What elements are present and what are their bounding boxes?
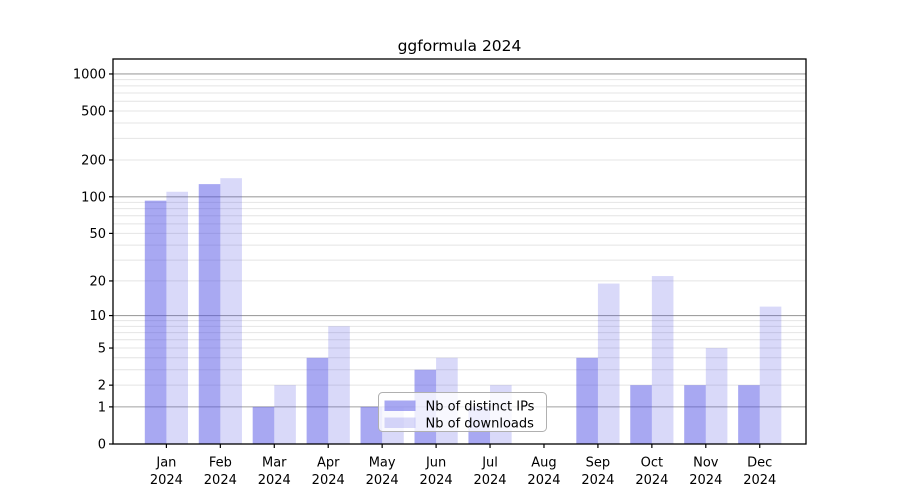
x-tick-label-month: Feb	[209, 456, 232, 471]
bar-downloads	[328, 326, 350, 444]
x-tick-label-year: 2024	[204, 473, 237, 488]
bar-distinct-ips	[684, 385, 706, 444]
x-tick-label-year: 2024	[366, 473, 399, 488]
bar-distinct-ips	[738, 385, 760, 444]
y-tick-label: 0	[98, 438, 106, 453]
x-tick-label-month: Dec	[747, 456, 772, 471]
bar-downloads	[220, 178, 242, 444]
bar-distinct-ips	[252, 406, 275, 444]
bar-distinct-ips	[630, 385, 652, 444]
y-tick-label: 500	[81, 105, 106, 120]
x-tick-label-year: 2024	[312, 473, 345, 488]
y-tick-label: 20	[89, 274, 106, 289]
y-tick-label: 10	[89, 309, 106, 324]
bar-distinct-ips	[198, 184, 221, 445]
bar-downloads	[597, 283, 620, 444]
bar-distinct-ips	[576, 357, 598, 444]
x-tick-label-month: Sep	[586, 456, 611, 471]
legend-label-downloads: Nb of downloads	[426, 417, 535, 432]
x-tick-label-month: May	[369, 456, 396, 471]
bar-downloads	[651, 276, 674, 444]
x-tick-label-year: 2024	[743, 473, 776, 488]
y-tick-label: 1	[98, 400, 106, 415]
x-tick-label-year: 2024	[581, 473, 614, 488]
y-tick-label: 100	[81, 190, 106, 205]
x-tick-label-month: Mar	[262, 456, 287, 471]
x-tick-label-year: 2024	[473, 473, 506, 488]
bar-distinct-ips	[360, 406, 383, 444]
legend-label-distinct-ips: Nb of distinct IPs	[426, 400, 535, 415]
x-tick-label-year: 2024	[150, 473, 183, 488]
bar-distinct-ips	[306, 357, 329, 444]
x-tick-label-month: Jul	[481, 456, 498, 471]
y-tick-label: 50	[89, 227, 106, 242]
y-tick-label: 200	[81, 153, 106, 168]
legend-swatch-distinct-ips	[384, 400, 416, 411]
bar-downloads	[759, 306, 782, 444]
chart-title: ggformula 2024	[398, 37, 522, 55]
axes-box	[112, 58, 807, 445]
bar-distinct-ips	[144, 200, 167, 444]
bar-downloads	[274, 385, 296, 444]
legend-box	[378, 392, 547, 432]
x-tick-label-month: Jan	[155, 456, 176, 471]
legend-swatch-downloads	[384, 417, 416, 428]
bar-downloads	[705, 348, 728, 444]
x-tick-label-month: Jun	[425, 456, 446, 471]
x-tick-label-month: Oct	[641, 456, 663, 471]
x-tick-label-year: 2024	[635, 473, 668, 488]
y-tick-label: 5	[98, 342, 106, 357]
x-tick-label-year: 2024	[420, 473, 453, 488]
x-tick-label-year: 2024	[689, 473, 722, 488]
x-tick-label-year: 2024	[527, 473, 560, 488]
x-tick-label-year: 2024	[258, 473, 291, 488]
y-tick-label: 2	[98, 379, 106, 394]
x-tick-label-month: Aug	[531, 456, 556, 471]
x-tick-label-month: Apr	[317, 456, 340, 471]
bar-downloads	[166, 191, 188, 444]
x-tick-label-month: Nov	[693, 456, 719, 471]
y-tick-label: 1000	[73, 67, 106, 82]
